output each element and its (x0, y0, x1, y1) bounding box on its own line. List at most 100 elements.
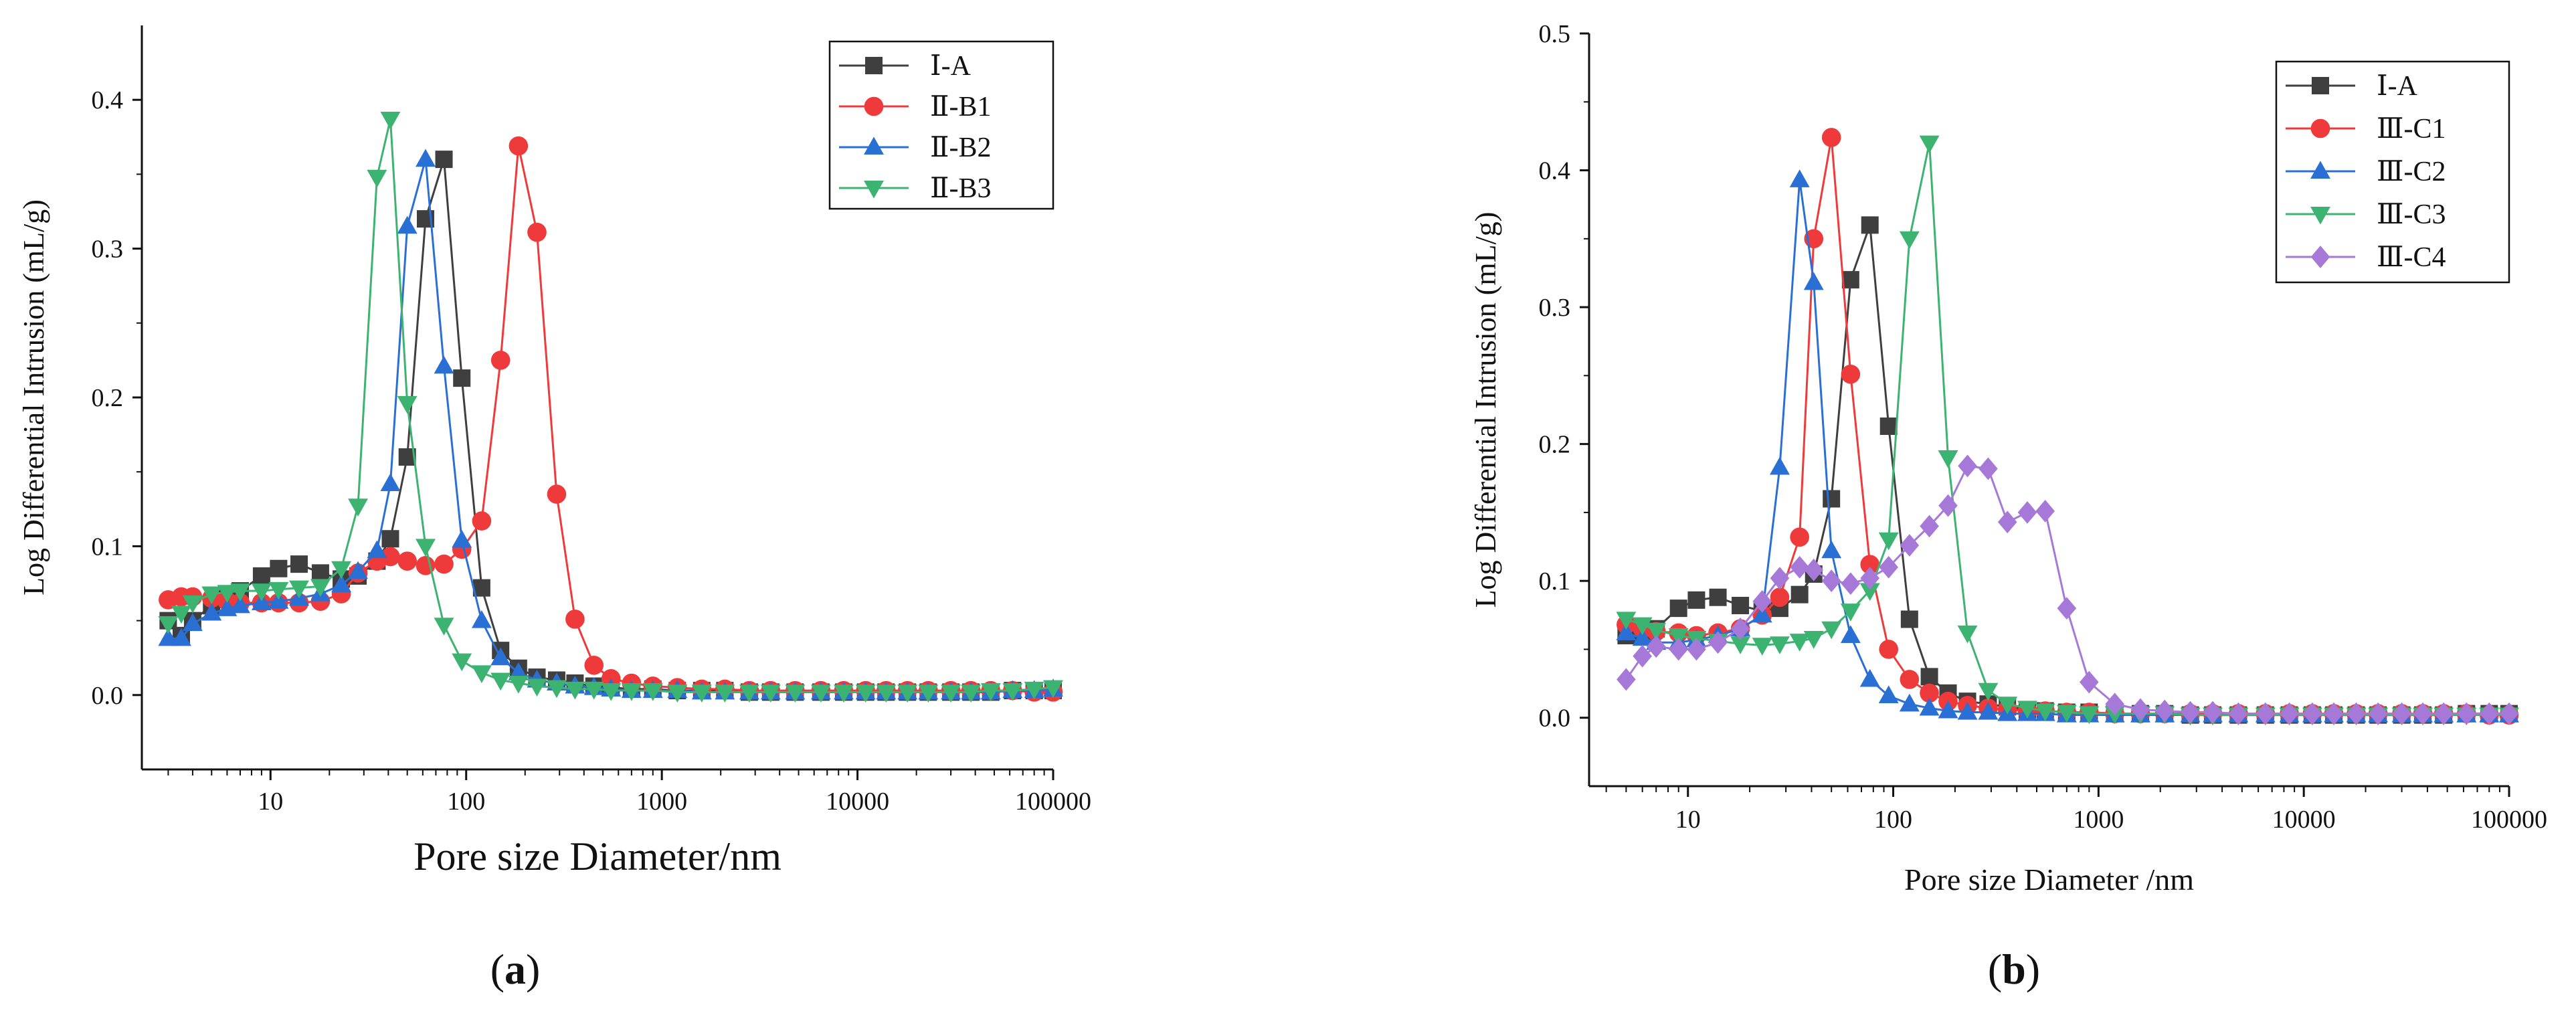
panel-b-data-point (1997, 511, 2017, 534)
panel-b-data-point (1821, 540, 1842, 559)
panel-a-data-point (381, 547, 400, 567)
panel-a-y-tick-label: 0.0 (92, 682, 124, 710)
panel-b-data-point (1821, 569, 1841, 593)
panel-a-data-point (642, 683, 663, 701)
panel-a-data-point (348, 561, 369, 579)
panel-b-data-point (2130, 698, 2150, 721)
panel-b-data-point (1790, 527, 1809, 547)
panel-b-data-point (2229, 702, 2248, 725)
panel-a-data-point (980, 683, 1001, 701)
panel-a-data-point (158, 628, 179, 646)
panel-b-data-point (1841, 271, 1859, 289)
panel-b-data-point (1823, 490, 1841, 508)
panel-b-legend-label: Ⅲ-C4 (2377, 242, 2446, 273)
panel-a-series-b2 (158, 149, 1063, 700)
panel-b-data-point (2256, 702, 2276, 725)
panel-b-data-point (1790, 585, 1809, 604)
panel-a-series-a (159, 151, 1062, 701)
panel-a-data-point (833, 684, 854, 703)
panel-b-legend-marker (2310, 161, 2330, 179)
panel-b-series-line (1625, 464, 2509, 715)
panel-b-legend-item: Ⅲ-C3 (2286, 199, 2446, 230)
panel-b-data-point (1769, 636, 1790, 654)
panel-a-data-point (348, 498, 369, 517)
panel-b-y-tick-label: 0.4 (1539, 157, 1571, 185)
panel-a-x-tick-label: 100000 (1015, 788, 1091, 816)
panel-a-data-point (416, 539, 436, 557)
panel-a-legend-marker (864, 180, 884, 199)
panel-b-data-point (2413, 702, 2433, 725)
panel-b-data-point (1900, 534, 1920, 557)
panel-b-x-tick-label: 100000 (2471, 806, 2547, 834)
panel-b-data-point (1920, 668, 1938, 686)
panel-b-data-point (1938, 450, 1958, 468)
panel-a-data-point (380, 473, 401, 492)
panel-b-data-point (1861, 216, 1879, 234)
panel-a-data-point (897, 684, 918, 703)
panel-a-data-point (331, 561, 352, 579)
panel-b-data-point (1687, 591, 1706, 609)
panel-a-data-point (876, 684, 897, 703)
panel-b-data-point (1958, 454, 1977, 478)
panel-a-data-point (397, 551, 417, 571)
panel-b-legend-item: Ⅲ-C4 (2286, 242, 2446, 273)
panel-b-data-point (1789, 169, 1810, 187)
panel-a-y-tick-label: 0.2 (92, 384, 124, 412)
panel-b-data-point (2017, 701, 2037, 719)
panel-a-data-point (252, 567, 270, 585)
panel-b-data-point (1978, 682, 1999, 701)
panel-b-data-point (2302, 702, 2322, 725)
panel-b-data-point (1730, 617, 1750, 640)
panel-a-data-point (472, 511, 492, 531)
panel-b-data-point (1920, 515, 1939, 538)
panel-b-data-point (2079, 706, 2100, 725)
panel-b-x-tick-label: 100 (1874, 806, 1912, 834)
panel-a-chart: 0.0 0.1 0.2 0.3 0.4 10 100 1000 10000 100000 Log D… (17, 25, 1091, 879)
panel-a-data-point (452, 529, 472, 548)
panel-a-data-point (201, 602, 222, 621)
panel-a-data-point (416, 149, 436, 167)
panel-b-data-point (1668, 628, 1689, 646)
panel-b-legend-item: Ⅲ-C2 (2286, 157, 2446, 187)
panel-b-y-tick-label: 0.2 (1539, 431, 1571, 459)
panel-b-data-point (1632, 628, 1653, 646)
panel-a-data-point (367, 540, 387, 559)
panel-b-data-point (1859, 583, 1880, 602)
panel-a-data-point (230, 583, 250, 602)
panel-b-data-point (2035, 703, 2055, 722)
panel-a-legend: Ⅰ-A Ⅱ-B1 Ⅱ-B2 Ⅱ-B3 (828, 40, 1054, 210)
panel-a-data-point (290, 555, 308, 573)
panel-b-data-point (1859, 668, 1880, 687)
panel-b-data-point (2347, 702, 2366, 725)
panel-a-series-line (168, 145, 1053, 693)
panel-b-data-point (1803, 631, 1824, 649)
panel-b-data-point (1709, 588, 1727, 606)
panel-b-data-point (1938, 494, 1958, 517)
panel-a-data-point (472, 579, 490, 597)
panel-a-data-point (435, 151, 453, 169)
panel-a-data-point (509, 136, 529, 156)
panel-b-data-point (1821, 621, 1842, 640)
panel-b-data-point (1899, 231, 1920, 250)
panel-a-x-tick-label: 100 (447, 788, 485, 816)
panel-b-data-point (2203, 701, 2223, 724)
panel-b-data-point (1840, 625, 1861, 644)
panel-a-y-tick-label: 0.3 (92, 236, 124, 264)
panel-b-data-point (1669, 599, 1687, 618)
panel-a-data-point (565, 610, 585, 629)
panel-a-data-point (182, 595, 203, 614)
panel-b-data-point (1732, 597, 1750, 614)
panel-b-data-point (1770, 587, 1790, 608)
panel-b-legend-label: Ⅰ-A (2377, 71, 2418, 102)
panel-b-y-tick-label: 0.3 (1539, 294, 1571, 322)
panel-a-legend-marker (865, 57, 883, 74)
panel-b-data-point (2080, 670, 2099, 694)
panel-b-data-point (1821, 128, 1841, 147)
panel-b-chart: 0.0 0.1 0.2 0.3 0.4 0.5 10 100 1000 10000 100000 Lo… (1469, 20, 2547, 897)
panel-b-data-point (1616, 622, 1637, 640)
panel-a-data-point (397, 215, 418, 234)
panel-a-data-point (1024, 681, 1044, 700)
panel-b-data-point (1900, 670, 1920, 689)
panel-b-legend-item: Ⅰ-A (2286, 71, 2418, 102)
panel-a-data-point (471, 610, 492, 628)
